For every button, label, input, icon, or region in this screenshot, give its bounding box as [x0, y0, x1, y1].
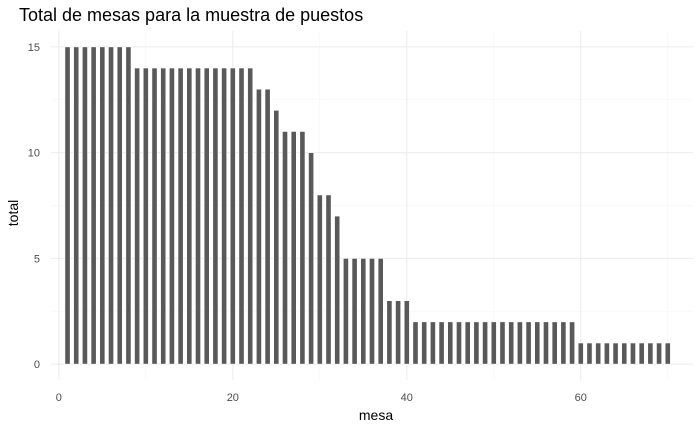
y-axis-title: total [5, 200, 21, 226]
bar-mesa-30 [316, 194, 323, 365]
bar-mesa-35 [360, 258, 367, 365]
bar-mesa-11 [151, 67, 158, 365]
bar-mesa-39 [395, 300, 402, 365]
bar-mesa-64 [612, 342, 619, 365]
bar-mesa-31 [325, 194, 332, 365]
chart-title: Total de mesas para la muestra de puesto… [19, 5, 363, 25]
bar-mesa-8 [125, 46, 132, 365]
bar-mesa-7 [116, 46, 123, 365]
bar-mesa-24 [264, 88, 271, 365]
y-tick-label: 10 [28, 148, 40, 160]
bar-mesa-62 [595, 342, 602, 365]
bar-mesa-44 [438, 321, 445, 365]
bar-mesa-2 [73, 46, 80, 365]
x-tick-label: 40 [401, 392, 413, 404]
bar-mesa-41 [412, 321, 419, 365]
bar-mesa-33 [342, 258, 349, 365]
bar-mesa-34 [351, 258, 358, 365]
bar-mesa-29 [308, 152, 315, 365]
bar-mesa-15 [186, 67, 193, 365]
bar-mesa-54 [525, 321, 532, 365]
bar-mesa-16 [195, 67, 201, 365]
bar-mesa-20 [229, 67, 236, 365]
y-tick-label: 15 [28, 42, 40, 54]
bar-mesa-32 [334, 215, 341, 365]
bar-mesa-14 [177, 67, 184, 365]
bar-mesa-48 [473, 321, 480, 365]
bar-mesa-23 [256, 88, 262, 365]
bar-mesa-17 [203, 67, 210, 365]
bar-mesa-36 [369, 258, 375, 365]
bar-mesa-12 [160, 67, 167, 365]
bar-mesa-6 [108, 46, 114, 365]
bar-mesa-43 [429, 321, 436, 365]
bar-mesa-40 [403, 300, 410, 365]
bar-mesa-56 [543, 321, 549, 365]
bars [64, 46, 671, 365]
x-axis-ticks: 0 20 40 60 [56, 392, 587, 404]
x-tick-label: 60 [575, 392, 587, 404]
y-tick-label: 0 [34, 359, 40, 371]
bar-mesa-69 [656, 342, 662, 365]
bar-mesa-38 [386, 300, 393, 365]
x-axis-title: mesa [359, 407, 393, 423]
x-tick-label: 0 [56, 392, 62, 404]
bar-mesa-59 [569, 321, 575, 365]
bar-mesa-57 [551, 321, 558, 365]
bar-mesa-22 [247, 67, 254, 365]
bar-mesa-58 [560, 321, 567, 365]
bar-mesa-53 [516, 321, 523, 365]
bar-mesa-70 [664, 342, 671, 365]
bar-mesa-51 [499, 321, 506, 365]
bar-mesa-65 [621, 342, 628, 365]
bar-mesa-61 [586, 342, 593, 365]
x-tick-label: 20 [227, 392, 239, 404]
bar-mesa-1 [64, 46, 71, 365]
bar-mesa-63 [603, 342, 610, 365]
bar-mesa-49 [482, 321, 488, 365]
bar-mesa-28 [299, 131, 306, 365]
bar-mesa-42 [421, 321, 428, 365]
y-axis-ticks: 0 5 10 15 [28, 42, 40, 371]
bar-mesa-46 [456, 321, 462, 365]
bar-mesa-4 [90, 46, 97, 365]
bar-mesa-10 [142, 67, 149, 365]
bar-mesa-67 [638, 342, 645, 365]
y-tick-label: 5 [34, 253, 40, 265]
bar-mesa-5 [99, 46, 106, 365]
bar-mesa-68 [647, 342, 654, 365]
bar-mesa-45 [447, 321, 454, 365]
bar-mesa-21 [238, 67, 245, 365]
bar-mesa-52 [508, 321, 515, 365]
bar-mesa-3 [82, 46, 88, 365]
bar-mesa-13 [169, 67, 175, 365]
bar-mesa-66 [630, 342, 636, 365]
bar-mesa-55 [534, 321, 541, 365]
bar-mesa-9 [134, 67, 141, 365]
bar-mesa-27 [290, 131, 297, 365]
bar-mesa-60 [577, 342, 584, 365]
bar-mesa-47 [464, 321, 471, 365]
bar-mesa-37 [377, 258, 384, 365]
bar-mesa-26 [282, 131, 288, 365]
bar-mesa-25 [273, 110, 280, 365]
bar-mesa-50 [490, 321, 497, 365]
bar-mesa-19 [221, 67, 228, 365]
bar-mesa-18 [212, 67, 219, 365]
